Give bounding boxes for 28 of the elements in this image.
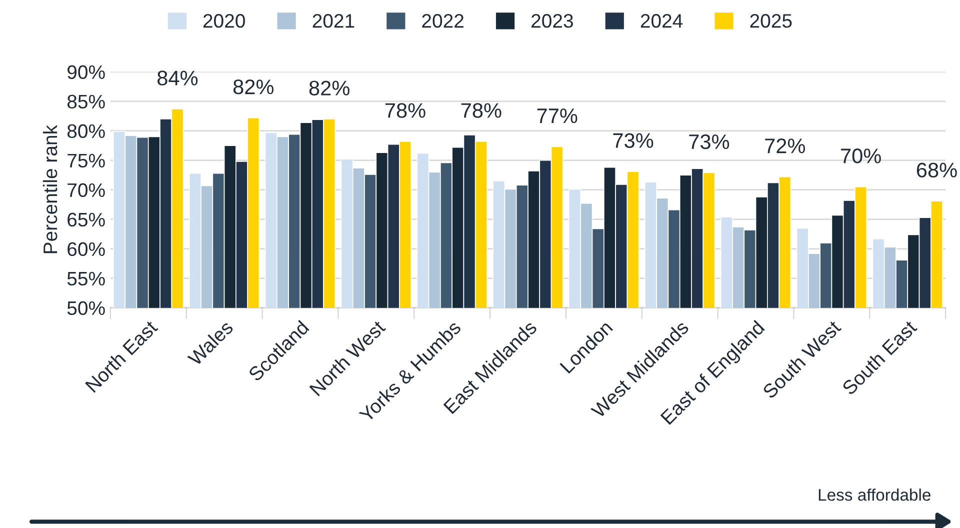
y-axis-title: Percentile rank [42,124,58,254]
legend-label: 2021 [312,14,354,28]
legend-label: 2025 [750,14,792,28]
data-label: 72% [765,138,805,154]
data-label: 78% [385,103,426,118]
text: Less affordable [818,488,930,501]
data-label: 82% [233,80,274,94]
y-tick-label: 70% [68,183,105,198]
data-label: 82% [309,80,350,96]
data-label: 73% [689,134,730,150]
y-tick-label: 75% [68,154,105,168]
y-tick-label: 80% [67,124,105,138]
data-label: 78% [461,103,502,118]
data-label: 70% [841,148,881,164]
legend-label: 2020 [203,14,245,28]
y-tick-label: 65% [68,212,105,227]
data-label: 68% [916,162,957,178]
data-label: 84% [158,70,198,86]
y-tick-label: 85% [67,94,105,109]
y-tick-label: 55% [67,272,105,286]
legend-label: 2023 [532,14,573,28]
y-tick-label: 90% [68,65,105,80]
y-tick-label: 60% [68,242,105,256]
legend-label: 2022 [422,14,464,28]
data-label: 73% [613,133,654,148]
data-label: 77% [537,108,578,124]
y-tick-label: 50% [67,301,105,316]
legend-label: 2024 [640,14,683,28]
